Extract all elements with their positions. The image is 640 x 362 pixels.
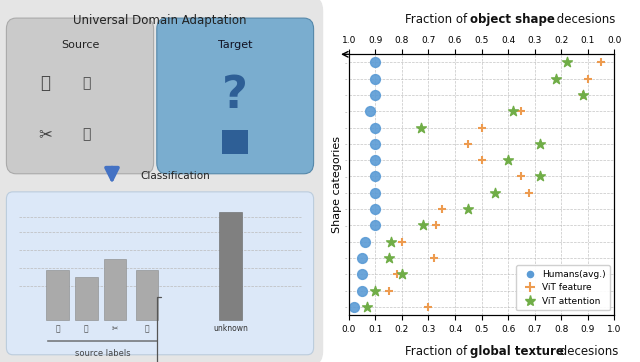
Point — [476, 125, 487, 131]
Point — [577, 92, 588, 98]
Point — [370, 92, 380, 98]
Bar — [223, 130, 248, 154]
Point — [370, 206, 380, 212]
Point — [503, 157, 513, 163]
Point — [397, 272, 407, 277]
Bar — [219, 212, 241, 320]
Point — [370, 190, 380, 195]
Point — [362, 304, 372, 310]
Point — [424, 304, 434, 310]
Text: Target: Target — [218, 40, 252, 50]
Bar — [136, 270, 159, 320]
Text: unknown: unknown — [213, 324, 248, 333]
Point — [561, 59, 572, 65]
Point — [370, 157, 380, 163]
Point — [535, 141, 545, 147]
Point — [365, 109, 375, 114]
Text: decesions: decesions — [553, 13, 615, 26]
Point — [577, 92, 588, 98]
Text: Fraction of: Fraction of — [404, 13, 470, 26]
Text: object shape: object shape — [470, 13, 556, 26]
Point — [418, 222, 428, 228]
Text: Fraction of: Fraction of — [404, 345, 470, 358]
Text: source labels: source labels — [75, 349, 130, 358]
Point — [551, 76, 561, 82]
Point — [524, 190, 534, 195]
Point — [436, 206, 447, 212]
Point — [349, 304, 359, 310]
Point — [357, 255, 367, 261]
Text: global texture: global texture — [470, 345, 564, 358]
Point — [392, 272, 402, 277]
Text: 🖥: 🖥 — [145, 324, 150, 333]
Point — [360, 239, 370, 245]
Point — [397, 239, 407, 245]
Bar — [104, 259, 127, 320]
Point — [431, 222, 442, 228]
Y-axis label: Shape categories: Shape categories — [332, 136, 342, 233]
Point — [415, 125, 426, 131]
Text: 💡: 💡 — [82, 127, 91, 141]
Point — [596, 59, 606, 65]
Point — [386, 239, 396, 245]
Point — [582, 76, 593, 82]
Point — [516, 174, 527, 180]
Point — [370, 174, 380, 180]
Text: ⛲: ⛲ — [55, 324, 60, 333]
Point — [429, 255, 439, 261]
Point — [357, 272, 367, 277]
Text: ?: ? — [222, 75, 248, 117]
Point — [463, 206, 474, 212]
Point — [383, 255, 394, 261]
Point — [357, 287, 367, 293]
Text: ✂: ✂ — [38, 125, 52, 143]
Bar — [46, 270, 69, 320]
Text: Source: Source — [61, 40, 99, 50]
Text: Universal Domain Adaptation: Universal Domain Adaptation — [73, 14, 247, 28]
Point — [370, 59, 380, 65]
FancyBboxPatch shape — [6, 192, 314, 355]
Point — [463, 141, 474, 147]
Point — [370, 287, 380, 293]
Point — [476, 157, 487, 163]
Text: decesions: decesions — [556, 345, 618, 358]
FancyBboxPatch shape — [6, 18, 154, 174]
Point — [370, 76, 380, 82]
FancyBboxPatch shape — [0, 0, 323, 362]
Bar — [76, 277, 98, 320]
Point — [490, 190, 500, 195]
Point — [370, 125, 380, 131]
Legend: Humans(avg.), ViT feature, ViT attention: Humans(avg.), ViT feature, ViT attention — [516, 265, 610, 311]
Point — [535, 174, 545, 180]
Text: Classification: Classification — [141, 171, 211, 181]
Point — [370, 222, 380, 228]
FancyBboxPatch shape — [157, 18, 314, 174]
Point — [516, 109, 527, 114]
Point — [383, 287, 394, 293]
Point — [508, 109, 518, 114]
Text: ⏰: ⏰ — [84, 324, 89, 333]
Text: ✂: ✂ — [112, 324, 118, 333]
Text: ⛲: ⛲ — [40, 74, 50, 92]
Point — [370, 141, 380, 147]
Text: ⏰: ⏰ — [82, 76, 91, 90]
